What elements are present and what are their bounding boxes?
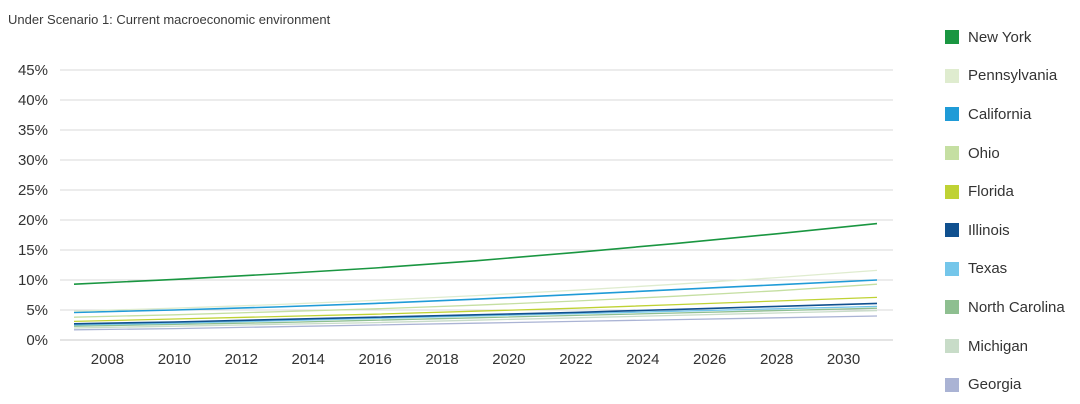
series-line-new-york: [73, 222, 878, 285]
legend-label: Texas: [968, 260, 1008, 278]
legend-item-illinois: Illinois: [945, 211, 1065, 250]
legend-label: Pennsylvania: [968, 67, 1058, 85]
legend-item-florida: Florida: [945, 172, 1065, 211]
chart-subtitle: Under Scenario 1: Current macroeconomic …: [8, 12, 331, 27]
legend-item-california: California: [945, 95, 1065, 134]
y-tick-label: 25%: [18, 182, 48, 199]
series-line-ohio: [73, 283, 878, 318]
legend-item-north-carolina: North Carolina: [945, 288, 1065, 327]
series-line-florida: [73, 296, 878, 323]
x-tick-label: 2030: [827, 351, 860, 368]
legend-label: North Carolina: [968, 298, 1065, 316]
legend-item-michigan: Michigan: [945, 327, 1065, 366]
legend-swatch: [945, 30, 959, 45]
legend-label: Florida: [968, 183, 1014, 201]
y-tick-label: 30%: [18, 152, 48, 169]
legend-label: California: [968, 105, 1032, 123]
series-line-michigan: [73, 309, 878, 329]
series-line-pennsylvania: [73, 269, 878, 312]
legend-swatch: [945, 261, 959, 276]
legend: New York Pennsylvania California Ohio Florid…: [945, 18, 1065, 404]
y-axis-tick-labels: 45% 40% 35% 30% 25% 20% 15% 10% 5% 0%: [18, 62, 48, 349]
series-line-texas: [73, 305, 878, 326]
legend-label: Ohio: [968, 144, 1000, 162]
legend-item-new-york: New York: [945, 18, 1065, 57]
series-line-north-carolina: [73, 307, 878, 327]
legend-swatch: [945, 184, 959, 199]
line-chart: 45% 40% 35% 30% 25% 20% 15% 10% 5% 0% 2008 2010 201…: [18, 62, 893, 368]
legend-label: Georgia: [968, 376, 1022, 394]
series-lines: [73, 222, 878, 331]
y-tick-label: 15%: [18, 242, 48, 259]
y-tick-label: 10%: [18, 272, 48, 289]
x-tick-label: 2028: [760, 351, 793, 368]
x-tick-label: 2010: [158, 351, 191, 368]
legend-label: Illinois: [968, 221, 1010, 239]
x-tick-label: 2014: [292, 351, 325, 368]
x-tick-label: 2016: [358, 351, 391, 368]
x-axis-tick-labels: 2008 2010 2012 2014 2016 2018 2020 2022 2024 2026…: [91, 351, 860, 368]
legend-item-texas: Texas: [945, 250, 1065, 289]
y-tick-label: 45%: [18, 62, 48, 79]
legend-swatch: [945, 377, 959, 392]
series-line-illinois: [73, 302, 878, 325]
legend-swatch: [945, 339, 959, 354]
legend-item-pennsylvania: Pennsylvania: [945, 57, 1065, 96]
legend-item-georgia: Georgia: [945, 365, 1065, 404]
y-tick-label: 20%: [18, 212, 48, 229]
y-tick-label: 40%: [18, 92, 48, 109]
legend-label: New York: [968, 28, 1032, 46]
x-tick-label: 2020: [492, 351, 525, 368]
x-tick-label: 2024: [626, 351, 659, 368]
x-tick-label: 2026: [693, 351, 726, 368]
y-tick-label: 35%: [18, 122, 48, 139]
legend-swatch: [945, 300, 959, 315]
legend-swatch: [945, 107, 959, 122]
legend-item-ohio: Ohio: [945, 134, 1065, 173]
y-tick-label: 5%: [26, 302, 48, 319]
legend-swatch: [945, 223, 959, 238]
legend-label: Michigan: [968, 337, 1029, 355]
series-line-georgia: [73, 315, 878, 331]
legend-swatch: [945, 68, 959, 83]
series-line-california: [73, 279, 878, 314]
x-tick-label: 2012: [225, 351, 258, 368]
legend-swatch: [945, 146, 959, 161]
y-tick-label: 0%: [26, 332, 48, 349]
x-tick-label: 2022: [559, 351, 592, 368]
x-tick-label: 2008: [91, 351, 124, 368]
x-tick-label: 2018: [425, 351, 458, 368]
